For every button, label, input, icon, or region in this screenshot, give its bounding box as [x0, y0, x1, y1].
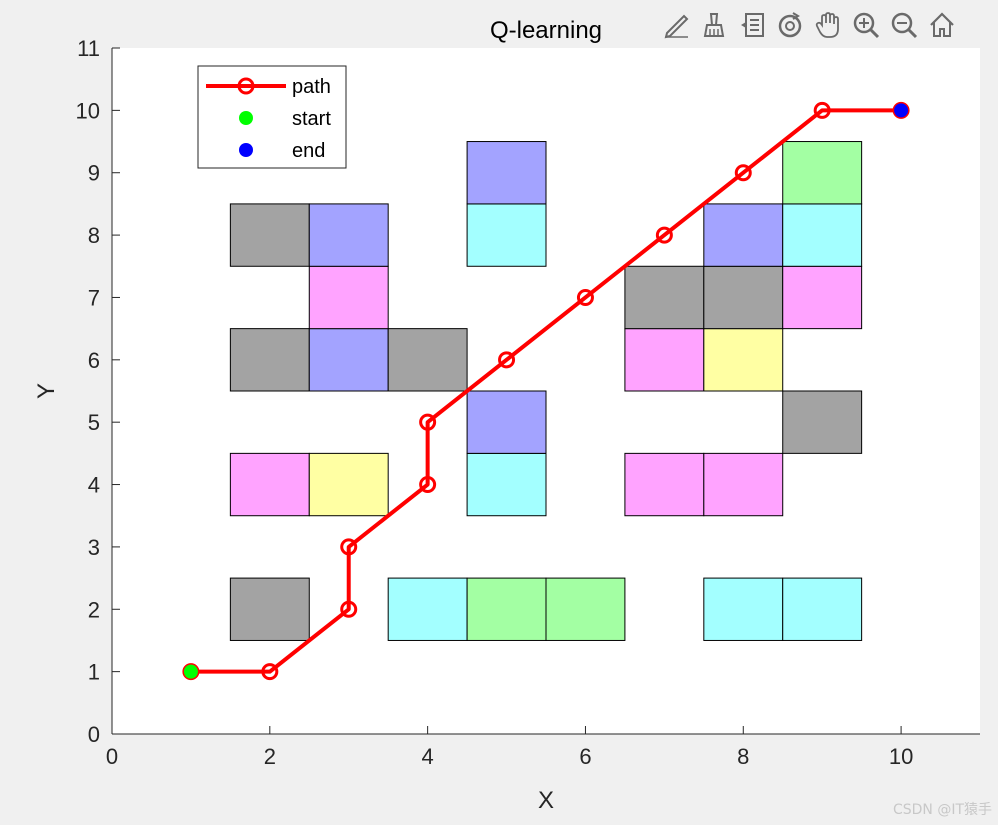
data-tips-button[interactable]	[736, 8, 768, 42]
x-axis-label: X	[538, 787, 554, 814]
obstacle-cell	[782, 390, 863, 454]
obstacle-cell	[308, 265, 389, 330]
obstacle-cell	[466, 390, 547, 454]
obstacle-cell	[782, 203, 863, 267]
y-tick-label: 1	[88, 660, 100, 685]
pan-button[interactable]	[812, 8, 844, 42]
obstacle-cell	[387, 328, 468, 392]
path-marker	[340, 600, 358, 618]
brush-button[interactable]	[698, 8, 730, 42]
edit-plot-button[interactable]	[660, 8, 692, 42]
obstacle-cell	[782, 141, 863, 205]
path-marker	[498, 351, 516, 369]
obstacle-cell	[703, 577, 784, 641]
obstacle-cell	[308, 452, 389, 517]
path-marker	[261, 663, 279, 681]
home-icon	[930, 12, 954, 37]
x-tick-label: 0	[106, 744, 118, 769]
obstacle-cell	[387, 577, 468, 641]
y-tick-label: 8	[88, 223, 100, 248]
zoom-in-icon	[853, 12, 880, 39]
x-tick-label: 4	[422, 744, 434, 769]
x-tick-label: 2	[264, 744, 276, 769]
obstacle-cell	[703, 265, 784, 330]
y-tick-label: 0	[88, 722, 100, 747]
obstacle-cell	[466, 577, 547, 641]
figure-toolbar	[660, 8, 958, 42]
y-tick-label: 3	[88, 535, 100, 560]
obstacle-cell	[782, 265, 863, 330]
zoom-out-icon	[891, 12, 918, 39]
legend-end-swatch	[239, 143, 253, 157]
y-tick-label: 9	[88, 161, 100, 186]
zoom-out-button[interactable]	[888, 8, 920, 42]
legend-start-swatch	[239, 111, 253, 125]
obstacle-cell	[308, 328, 389, 392]
data-tips-icon	[741, 13, 764, 37]
edit-plot-icon	[664, 14, 689, 39]
obstacle-cell	[703, 328, 784, 392]
y-axis-label: Y	[33, 383, 60, 399]
legend-label-end: end	[292, 140, 325, 162]
rotate-button[interactable]	[774, 8, 806, 42]
obstacle-cell	[703, 203, 784, 267]
watermark: CSDN @IT猿手	[892, 802, 992, 818]
rotate-3d-icon	[778, 12, 802, 38]
path-marker	[576, 288, 594, 306]
home-button[interactable]	[926, 8, 958, 42]
y-tick-label: 7	[88, 285, 100, 310]
obstacle-cell	[466, 141, 547, 205]
obstacle-cell	[229, 328, 310, 392]
path-marker	[419, 413, 437, 431]
end-point	[894, 103, 909, 118]
path-marker	[813, 101, 831, 119]
legend-label-path: path	[292, 76, 331, 98]
y-tick-label: 10	[76, 98, 100, 123]
obstacle-cell	[229, 203, 310, 267]
path-marker	[419, 476, 437, 494]
x-tick-label: 8	[737, 744, 749, 769]
y-tick-label: 11	[77, 36, 100, 61]
x-tick-label: 10	[889, 744, 913, 769]
path-line	[190, 108, 902, 674]
obstacle-cell	[466, 452, 547, 517]
y-tick-label: 6	[88, 348, 100, 373]
obstacle-cell	[308, 203, 389, 267]
y-tick-label: 4	[88, 473, 100, 498]
obstacle-cell	[229, 577, 310, 641]
chart-title: Q-learning	[490, 17, 602, 44]
legend-box	[197, 65, 347, 169]
legend-label-start: start	[292, 108, 331, 130]
obstacle-cell	[624, 452, 705, 517]
obstacle-cell	[624, 328, 705, 392]
start-point	[183, 664, 198, 679]
obstacle-cell	[782, 577, 863, 641]
legend-path-marker	[237, 77, 255, 95]
path-marker	[655, 226, 673, 244]
pan-icon	[815, 12, 839, 38]
obstacle-cell	[229, 452, 310, 517]
y-tick-label: 2	[88, 597, 100, 622]
obstacle-cell	[624, 265, 705, 330]
path-marker	[734, 164, 752, 182]
brush-icon	[703, 13, 725, 37]
obstacle-cell	[703, 452, 784, 517]
obstacle-cell	[466, 203, 547, 267]
path-marker	[340, 538, 358, 556]
y-tick-label: 5	[88, 410, 100, 435]
obstacle-cell	[545, 577, 626, 641]
zoom-in-button[interactable]	[850, 8, 882, 42]
x-tick-label: 6	[579, 744, 591, 769]
